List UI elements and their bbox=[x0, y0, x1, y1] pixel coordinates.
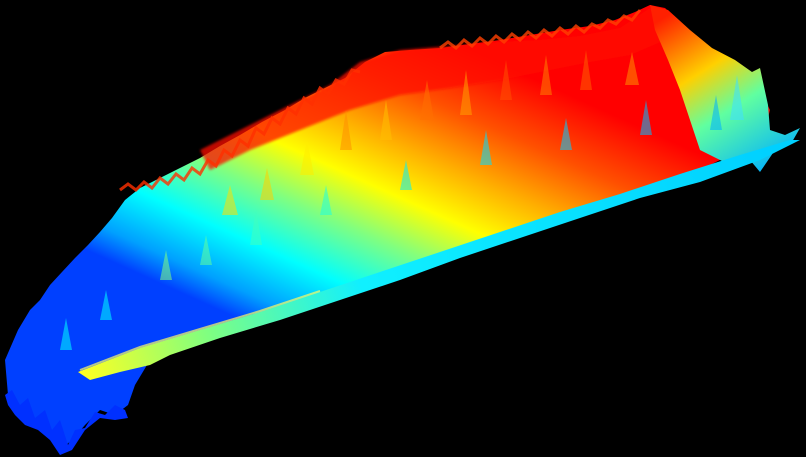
surface-ridge bbox=[200, 8, 670, 170]
surface-right-flank bbox=[650, 5, 800, 172]
surface-front-ledge bbox=[78, 140, 800, 380]
surface-top-serration bbox=[119, 68, 361, 192]
surface-ledge-edge bbox=[79, 290, 321, 371]
surface-low-edge bbox=[5, 390, 128, 455]
surface-top-serration-right bbox=[439, 9, 642, 50]
surface-spikes bbox=[60, 50, 744, 350]
